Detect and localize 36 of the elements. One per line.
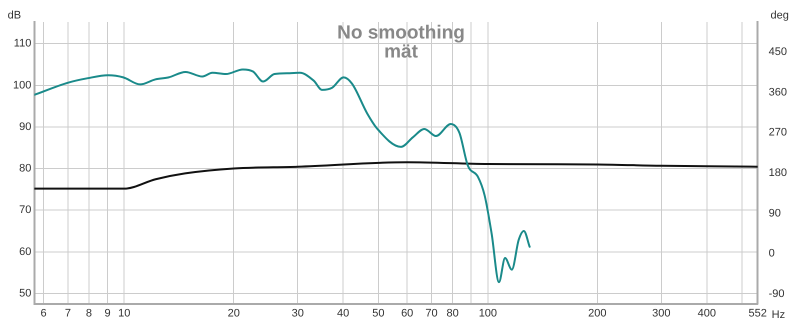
x-tick-label: 60 bbox=[401, 307, 414, 320]
y2-tick-label: 270 bbox=[768, 126, 788, 139]
y-tick-label: 110 bbox=[14, 38, 32, 50]
y-tick-label: 60 bbox=[19, 246, 32, 258]
x-tick-label: 6 bbox=[40, 307, 47, 320]
x-tick-label: 40 bbox=[337, 307, 350, 320]
y2-tick-label: 450 bbox=[768, 46, 788, 58]
x-tick-label: 400 bbox=[698, 307, 716, 320]
y2-tick-label: 180 bbox=[768, 166, 788, 179]
text: mät bbox=[384, 42, 419, 63]
x-tick-label: 300 bbox=[652, 307, 671, 320]
x-tick-label: 8 bbox=[86, 307, 92, 320]
x-tick-label: 50 bbox=[372, 307, 385, 320]
y2-tick-label: 0 bbox=[768, 248, 775, 260]
chart-title: No smoothing bbox=[337, 22, 465, 44]
x-tick-label: 20 bbox=[228, 307, 240, 320]
y-tick-label: 80 bbox=[19, 162, 32, 175]
y-axis-title: dB bbox=[8, 10, 22, 22]
x-tick-label: 552 bbox=[748, 307, 767, 320]
x-tick-label: 70 bbox=[425, 307, 438, 320]
y-tick-label: 100 bbox=[12, 79, 32, 92]
x-tick-label: 9 bbox=[104, 307, 111, 320]
y-tick-label: 50 bbox=[19, 287, 32, 300]
y2-tick-label: 360 bbox=[768, 86, 788, 98]
x-tick-label: 7 bbox=[64, 307, 71, 320]
x-axis-title: Hz bbox=[772, 309, 786, 322]
x-tick-label: 30 bbox=[292, 307, 304, 320]
y2-tick-label: -90 bbox=[768, 288, 785, 300]
x-tick-label: 10 bbox=[118, 307, 130, 320]
x-tick-label: 200 bbox=[588, 307, 606, 320]
y2-axis-title: deg bbox=[770, 10, 789, 22]
y2-tick-label: 90 bbox=[768, 207, 781, 220]
y-tick-label: 90 bbox=[19, 120, 32, 133]
x-tick-label: 100 bbox=[478, 307, 498, 320]
y-tick-label: 70 bbox=[19, 204, 32, 216]
x-tick-label: 80 bbox=[446, 307, 459, 320]
